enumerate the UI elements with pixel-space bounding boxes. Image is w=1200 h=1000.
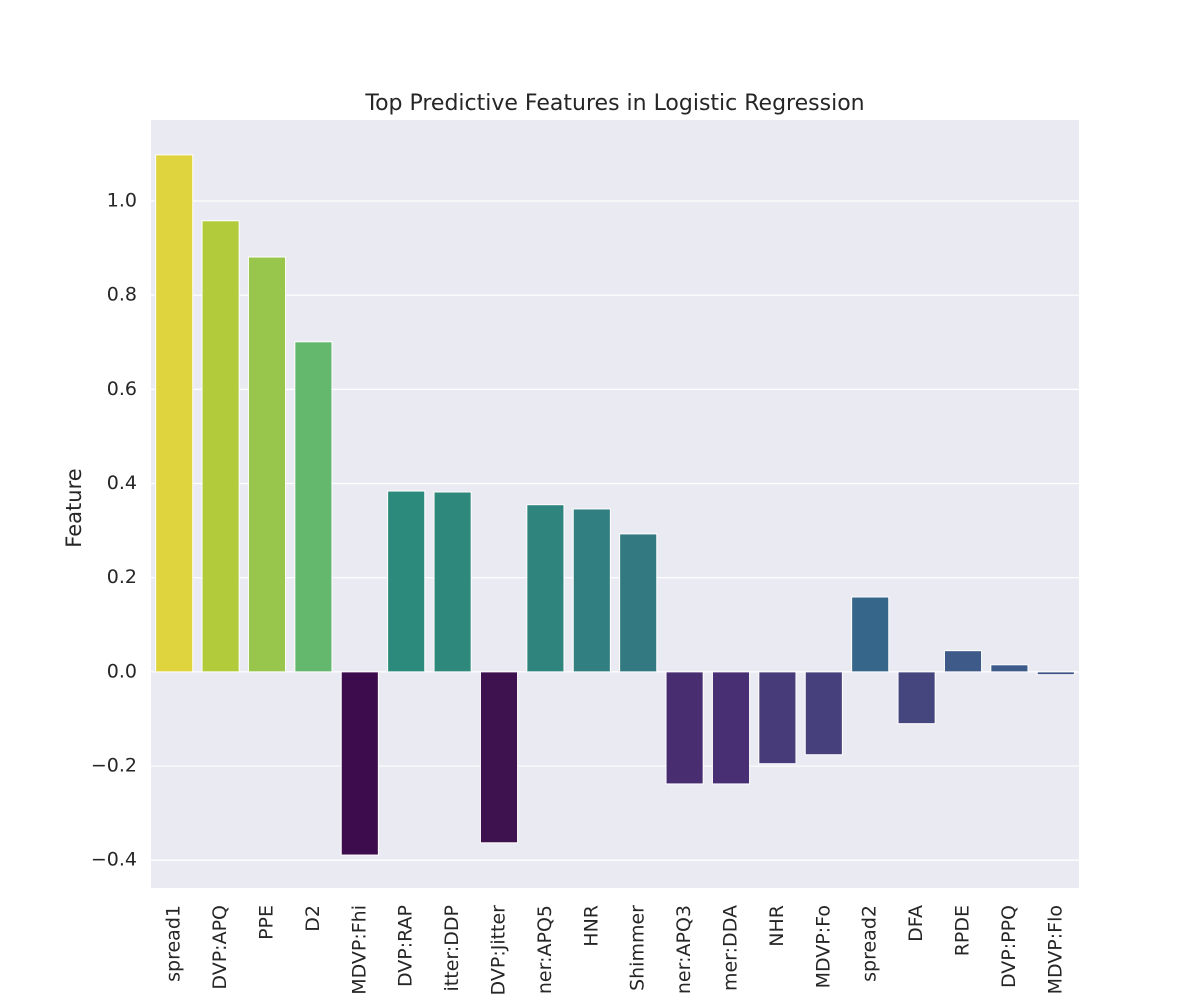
bar bbox=[155, 154, 194, 673]
x-tick-label: MDVP:Fo bbox=[812, 905, 834, 988]
bar bbox=[387, 490, 426, 673]
x-tick-label: MDVP:Flo bbox=[1044, 905, 1066, 994]
x-tick-label: ner:APQ3 bbox=[673, 905, 695, 994]
bar bbox=[1036, 671, 1075, 676]
bar bbox=[479, 671, 519, 844]
bar bbox=[758, 671, 797, 765]
x-tick-label: ner:APQ5 bbox=[534, 905, 556, 994]
bar bbox=[851, 596, 890, 673]
y-tick-label: −0.4 bbox=[91, 849, 137, 871]
x-tick-label: RPDE bbox=[952, 905, 974, 956]
plot-area bbox=[151, 120, 1079, 888]
y-tick-label: 0.6 bbox=[107, 378, 137, 400]
bar bbox=[619, 533, 658, 673]
bar bbox=[665, 671, 704, 785]
x-tick-label: PPE bbox=[256, 905, 278, 940]
y-tick-label: 0.0 bbox=[107, 660, 137, 682]
bar bbox=[433, 491, 472, 673]
bar bbox=[526, 504, 565, 673]
bar bbox=[247, 256, 287, 673]
chart-title: Top Predictive Features in Logistic Regr… bbox=[364, 91, 864, 116]
x-tick-label: DVP:PPQ bbox=[998, 905, 1020, 988]
bar bbox=[572, 508, 611, 673]
x-tick-label: mer:DDA bbox=[720, 905, 742, 991]
bar bbox=[897, 671, 936, 725]
x-tick-label: MDVP:Fhi bbox=[348, 905, 370, 995]
bar bbox=[201, 220, 240, 673]
x-tick-label: DVP:RAP bbox=[395, 905, 417, 987]
x-tick-label: DFA bbox=[905, 905, 927, 942]
x-tick-label: Shimmer bbox=[627, 905, 649, 991]
bar bbox=[990, 664, 1029, 673]
y-tick-label: 0.2 bbox=[107, 566, 137, 588]
bar bbox=[294, 341, 333, 673]
x-tick-label: DVP:APQ bbox=[209, 905, 231, 990]
x-tick-label: spread2 bbox=[859, 905, 881, 982]
bar bbox=[943, 650, 983, 673]
x-tick-label: HNR bbox=[580, 905, 602, 947]
bar bbox=[340, 671, 379, 856]
y-axis-label: Feature bbox=[62, 468, 86, 547]
x-tick-label: D2 bbox=[302, 905, 324, 932]
x-tick-label: itter:DDP bbox=[441, 905, 463, 991]
y-tick-label: 1.0 bbox=[107, 189, 137, 211]
x-tick-label: spread1 bbox=[163, 905, 185, 982]
y-tick-label: 0.8 bbox=[107, 284, 137, 306]
bar bbox=[804, 671, 843, 756]
x-tick-label: DVP:Jitter bbox=[488, 905, 510, 996]
y-tick-label: −0.2 bbox=[91, 755, 137, 777]
x-tick-label: NHR bbox=[766, 905, 788, 947]
bar bbox=[711, 671, 751, 785]
y-tick-label: 0.4 bbox=[107, 472, 137, 494]
